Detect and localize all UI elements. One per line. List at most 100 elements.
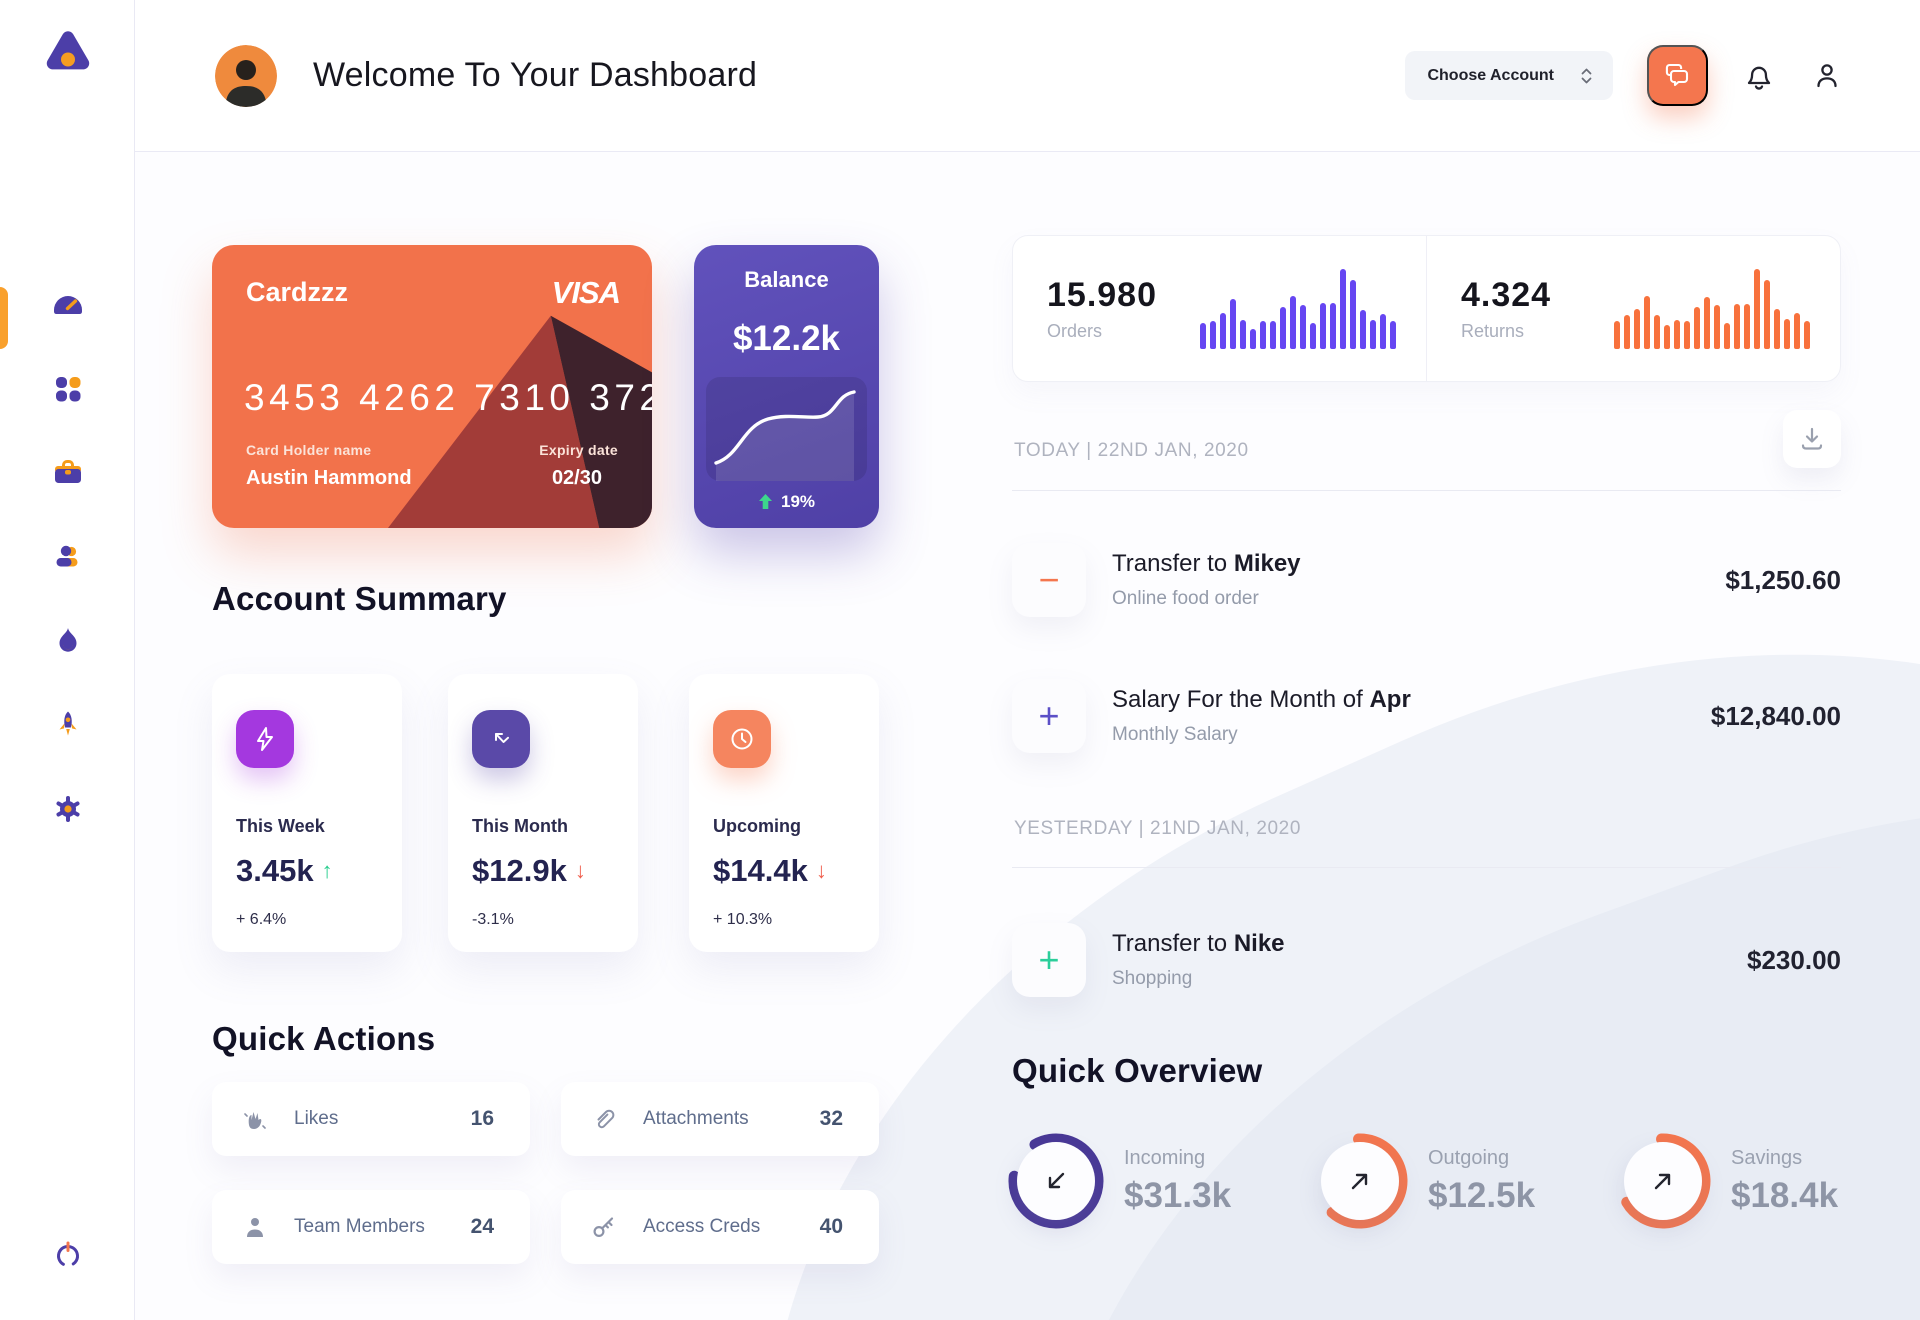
transactions-group-header: TODAY | 22ND JAN, 2020	[1014, 440, 1249, 461]
bar	[1230, 298, 1236, 349]
overview-label: Savings	[1731, 1146, 1803, 1169]
summary-card-this-week[interactable]: This Week 3.45k ↑ + 6.4%	[212, 674, 402, 952]
returns-value: 4.324	[1461, 275, 1552, 314]
balance-title: Balance	[744, 267, 829, 292]
bell-icon	[1747, 66, 1771, 90]
chat-button[interactable]	[1647, 45, 1708, 106]
bar	[1704, 297, 1710, 349]
overview-outgoing: Outgoing $12.5k	[1310, 1131, 1535, 1231]
bar	[1734, 303, 1740, 349]
transaction-row[interactable]: + Salary For the Month of Apr Monthly Sa…	[1012, 679, 1841, 753]
bar	[1664, 324, 1670, 349]
bar	[1794, 313, 1800, 349]
bar	[1634, 308, 1640, 349]
summary-value: $14.4k	[713, 853, 808, 888]
transaction-amount: $1,250.60	[1725, 564, 1841, 595]
transactions-group-header: YESTERDAY | 21ND JAN, 2020	[1014, 818, 1301, 839]
balance-card[interactable]: Balance $12.2k 19%	[694, 245, 879, 528]
sidebar-item-settings[interactable]	[51, 792, 85, 826]
sidebar-item-launch[interactable]	[51, 708, 85, 742]
balance-amount: $12.2k	[732, 319, 841, 358]
returns-stat: 4.324 Returns	[1426, 236, 1840, 381]
bar	[1290, 295, 1296, 349]
up-right-arrow-icon	[1654, 1173, 1671, 1190]
summary-label: This Week	[236, 816, 325, 836]
overview-savings: Savings $18.4k	[1613, 1131, 1838, 1231]
bar	[1340, 268, 1346, 349]
transaction-title: Salary For the Month of	[1112, 686, 1370, 713]
account-summary-title: Account Summary	[212, 580, 507, 617]
clock-icon	[731, 728, 753, 750]
bar	[1744, 303, 1750, 349]
bar	[1764, 279, 1770, 349]
chat-icon	[1665, 63, 1688, 86]
quick-action-attachments[interactable]: Attachments 32	[561, 1082, 879, 1156]
trend-down-icon: ↓	[574, 858, 586, 883]
returns-bars	[1614, 268, 1810, 349]
sidebar-item-portfolio[interactable]	[51, 456, 85, 490]
account-select[interactable]: Choose Account	[1405, 51, 1613, 100]
bar	[1390, 321, 1396, 349]
orders-value: 15.980	[1047, 275, 1157, 314]
quick-action-label: Team Members	[294, 1216, 425, 1237]
summary-value: $12.9k	[472, 853, 567, 888]
visa-logo: VISA	[551, 275, 621, 310]
sidebar-item-dashboard[interactable]	[51, 288, 85, 322]
quick-action-count: 16	[470, 1107, 494, 1130]
user-icon	[1817, 63, 1837, 87]
sidebar-item-trending[interactable]	[51, 624, 85, 658]
quick-action-count: 40	[819, 1215, 843, 1238]
plus-icon: +	[1012, 923, 1086, 997]
quick-action-team-members[interactable]: Team Members 24	[212, 1190, 530, 1264]
briefcase-icon	[54, 460, 81, 483]
summary-card-this-month[interactable]: This Month $12.9k ↓ -3.1%	[448, 674, 638, 952]
bar	[1320, 302, 1326, 349]
quick-action-count: 32	[819, 1107, 843, 1130]
credit-card[interactable]: Cardzzz VISA 3453 4262 7310 3728 Card Ho…	[212, 245, 652, 528]
users-icon	[56, 545, 77, 567]
divider	[1012, 490, 1841, 491]
orders-bars	[1200, 268, 1396, 349]
balance-trend-chart	[706, 377, 867, 481]
lightning-icon	[257, 727, 273, 751]
header-actions: Choose Account	[1405, 45, 1844, 106]
transfer-arrow-icon	[495, 733, 509, 743]
overview-label: Outgoing	[1428, 1146, 1510, 1169]
summary-card-upcoming[interactable]: Upcoming $14.4k ↓ + 10.3%	[689, 674, 879, 952]
app-logo[interactable]	[36, 28, 100, 86]
settings-gear-icon	[55, 796, 80, 822]
transaction-row[interactable]: − Transfer to Mikey Online food order $1…	[1012, 543, 1841, 617]
main-content: Cardzzz VISA 3453 4262 7310 3728 Card Ho…	[135, 152, 1920, 1320]
profile-button[interactable]	[1810, 58, 1844, 94]
quick-overview-title: Quick Overview	[1012, 1052, 1263, 1089]
transaction-title: Transfer to	[1112, 550, 1234, 577]
member-icon	[247, 1218, 263, 1237]
card-name: Cardzzz	[246, 277, 349, 307]
bar	[1754, 268, 1760, 349]
balance-change: 19%	[780, 492, 816, 511]
download-button[interactable]	[1783, 410, 1841, 468]
transaction-row[interactable]: + Transfer to Nike Shopping $230.00	[1012, 923, 1841, 997]
transaction-title: Transfer to	[1112, 930, 1234, 957]
bar	[1684, 321, 1690, 349]
bar	[1624, 314, 1630, 349]
sidebar-item-users[interactable]	[51, 540, 85, 574]
avatar[interactable]	[215, 44, 277, 107]
notifications-button[interactable]	[1742, 58, 1776, 94]
quick-actions-title: Quick Actions	[212, 1020, 436, 1057]
sidebar-item-apps[interactable]	[51, 372, 85, 406]
bar	[1280, 306, 1286, 349]
divider	[1012, 867, 1841, 868]
transaction-subtitle: Monthly Salary	[1112, 724, 1238, 745]
bar	[1694, 306, 1700, 349]
sidebar-logout[interactable]	[0, 1238, 135, 1272]
minus-icon: −	[1012, 543, 1086, 617]
bar	[1784, 318, 1790, 349]
quick-action-likes[interactable]: Likes 16	[212, 1082, 530, 1156]
overview-label: Incoming	[1124, 1146, 1206, 1169]
rocket-icon	[59, 711, 76, 736]
orders-stat: 15.980 Orders	[1013, 236, 1426, 381]
summary-delta: + 10.3%	[713, 911, 773, 928]
key-icon	[593, 1217, 614, 1238]
quick-action-access-creds[interactable]: Access Creds 40	[561, 1190, 879, 1264]
